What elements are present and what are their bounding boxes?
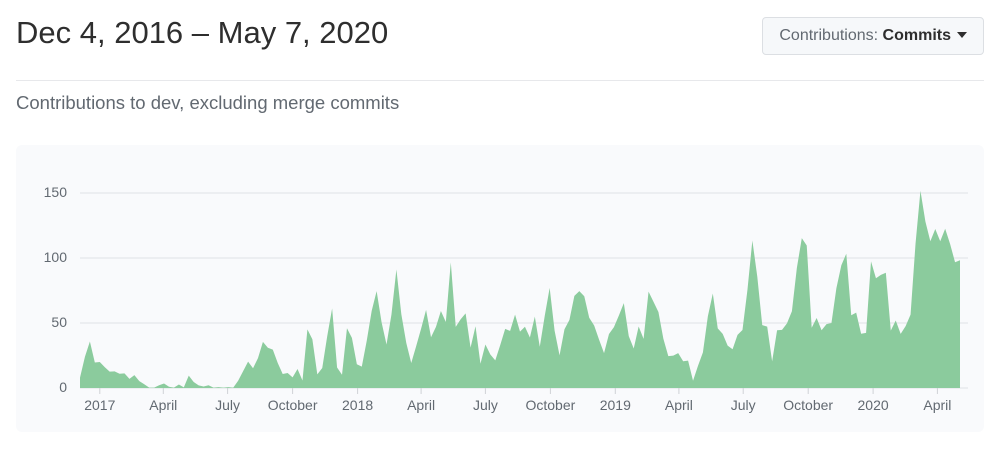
svg-text:April: April — [149, 397, 177, 413]
svg-text:2017: 2017 — [84, 397, 115, 413]
svg-text:2019: 2019 — [600, 397, 631, 413]
svg-text:2020: 2020 — [858, 397, 889, 413]
svg-text:100: 100 — [44, 249, 68, 265]
svg-text:October: October — [525, 397, 575, 413]
svg-text:July: July — [473, 397, 498, 413]
svg-text:July: July — [731, 397, 756, 413]
svg-text:50: 50 — [51, 314, 67, 330]
svg-text:April: April — [923, 397, 951, 413]
svg-text:150: 150 — [44, 184, 68, 200]
svg-text:April: April — [407, 397, 435, 413]
svg-text:April: April — [665, 397, 693, 413]
svg-text:0: 0 — [59, 379, 67, 395]
svg-text:October: October — [268, 397, 318, 413]
svg-text:October: October — [783, 397, 833, 413]
svg-text:2018: 2018 — [342, 397, 373, 413]
svg-text:July: July — [215, 397, 240, 413]
